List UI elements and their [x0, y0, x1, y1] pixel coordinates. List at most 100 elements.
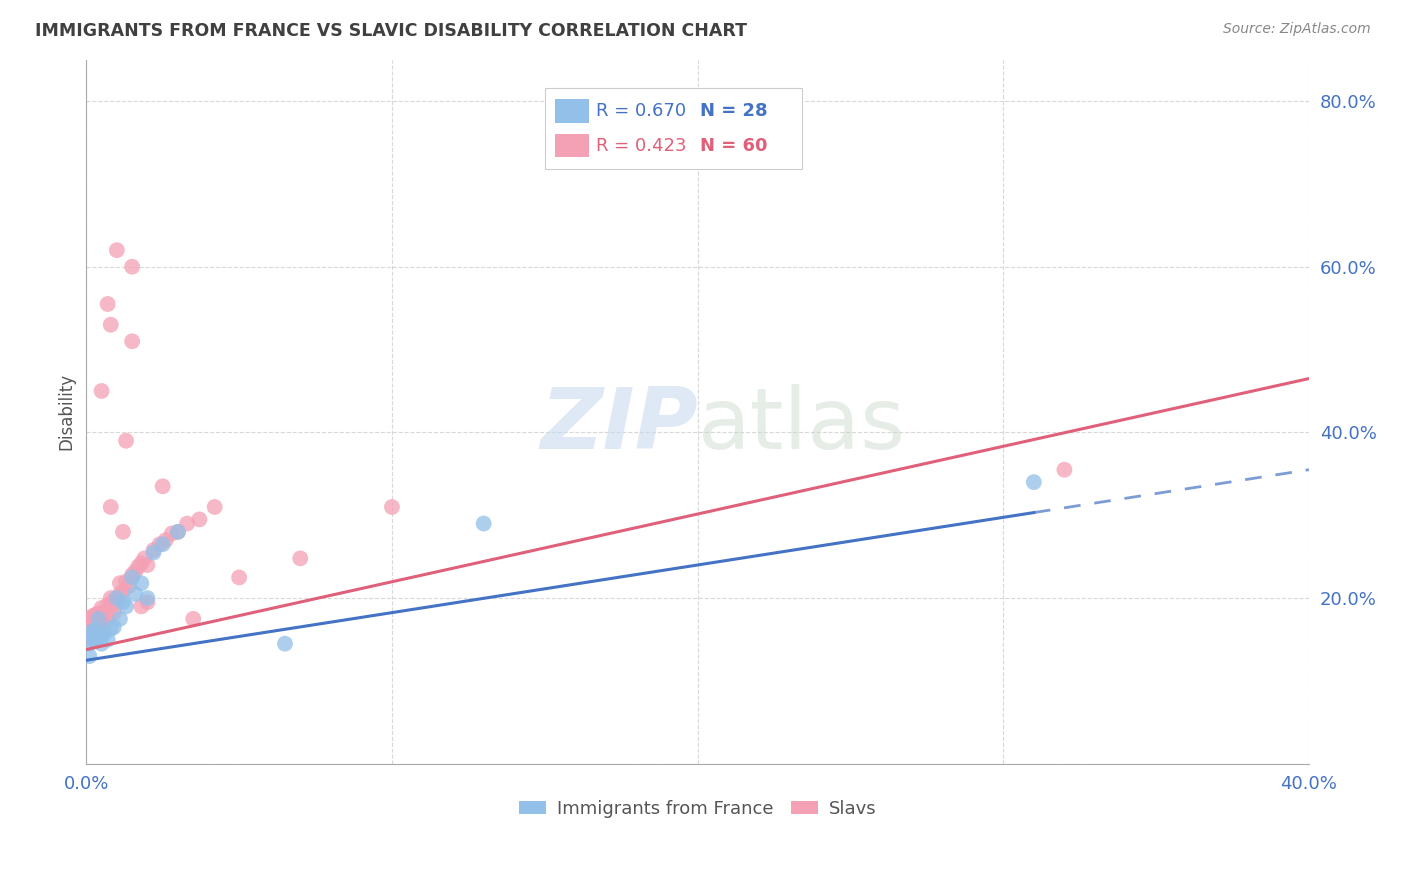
Point [115, 434, 138, 448]
Point [84, 617, 107, 632]
Point [121, 570, 143, 584]
Point [136, 595, 159, 609]
Point [111, 584, 134, 599]
Point [90, 601, 112, 615]
Point [155, 533, 177, 548]
Point [131, 557, 153, 571]
Point [204, 500, 226, 514]
Point [87, 606, 110, 620]
Point [121, 260, 143, 274]
Point [108, 576, 131, 591]
Point [472, 516, 495, 531]
Point [176, 516, 198, 531]
Point [105, 591, 128, 606]
Point [82, 609, 104, 624]
Point [84, 623, 107, 637]
Point [105, 243, 128, 257]
Point [181, 612, 204, 626]
Point [127, 559, 149, 574]
Point [90, 637, 112, 651]
Point [100, 318, 122, 332]
Point [115, 599, 138, 614]
Point [79, 649, 101, 664]
Point [290, 551, 312, 566]
Legend: Immigrants from France, Slavs: Immigrants from France, Slavs [512, 793, 884, 825]
Point [93, 617, 115, 632]
Point [93, 626, 115, 640]
Point [82, 628, 104, 642]
Point [103, 592, 125, 607]
Point [82, 624, 104, 639]
Point [136, 558, 159, 572]
Point [228, 570, 250, 584]
Point [134, 551, 156, 566]
FancyBboxPatch shape [554, 99, 589, 123]
Text: R = 0.423: R = 0.423 [596, 136, 686, 154]
Point [87, 615, 110, 629]
Point [97, 598, 120, 612]
Point [100, 601, 122, 615]
FancyBboxPatch shape [544, 87, 801, 169]
Point [131, 576, 153, 591]
FancyBboxPatch shape [554, 134, 589, 158]
Point [84, 634, 107, 648]
Point [100, 591, 122, 606]
Point [103, 620, 125, 634]
Point [111, 595, 134, 609]
Point [84, 607, 107, 622]
Point [90, 628, 112, 642]
Point [152, 537, 174, 551]
Point [160, 526, 183, 541]
Point [79, 628, 101, 642]
Point [108, 587, 131, 601]
Point [188, 512, 211, 526]
Point [79, 637, 101, 651]
Point [381, 500, 404, 514]
Point [111, 524, 134, 539]
Text: Source: ZipAtlas.com: Source: ZipAtlas.com [1223, 22, 1371, 37]
Point [103, 606, 125, 620]
Y-axis label: Disability: Disability [58, 373, 75, 450]
Point [97, 612, 120, 626]
Point [82, 620, 104, 634]
Point [100, 622, 122, 636]
Point [118, 579, 141, 593]
Point [90, 612, 112, 626]
Text: IMMIGRANTS FROM FRANCE VS SLAVIC DISABILITY CORRELATION CHART: IMMIGRANTS FROM FRANCE VS SLAVIC DISABIL… [35, 22, 747, 40]
Point [100, 500, 122, 514]
Point [149, 537, 172, 551]
Point [124, 565, 146, 579]
Point [115, 574, 138, 589]
Text: R = 0.670: R = 0.670 [596, 102, 686, 120]
Text: N = 60: N = 60 [700, 136, 768, 154]
Point [142, 543, 165, 558]
Point [93, 606, 115, 620]
Point [108, 612, 131, 626]
Point [121, 568, 143, 582]
Text: atlas: atlas [697, 384, 905, 467]
Point [167, 524, 190, 539]
Point [90, 626, 112, 640]
Text: ZIP: ZIP [540, 384, 697, 467]
Point [79, 620, 101, 634]
Point [131, 599, 153, 614]
Point [84, 628, 107, 642]
Point [167, 524, 190, 539]
Point [124, 587, 146, 601]
Point [97, 297, 120, 311]
Point [121, 334, 143, 349]
Point [136, 591, 159, 606]
Point [79, 612, 101, 626]
Point [87, 632, 110, 647]
Text: N = 28: N = 28 [700, 102, 768, 120]
Point [87, 623, 110, 637]
Point [1053, 463, 1076, 477]
Point [152, 479, 174, 493]
Point [105, 595, 128, 609]
Point [142, 545, 165, 559]
Point [90, 384, 112, 398]
Point [97, 632, 120, 647]
Point [82, 632, 104, 647]
Point [1022, 475, 1045, 490]
Point [87, 612, 110, 626]
